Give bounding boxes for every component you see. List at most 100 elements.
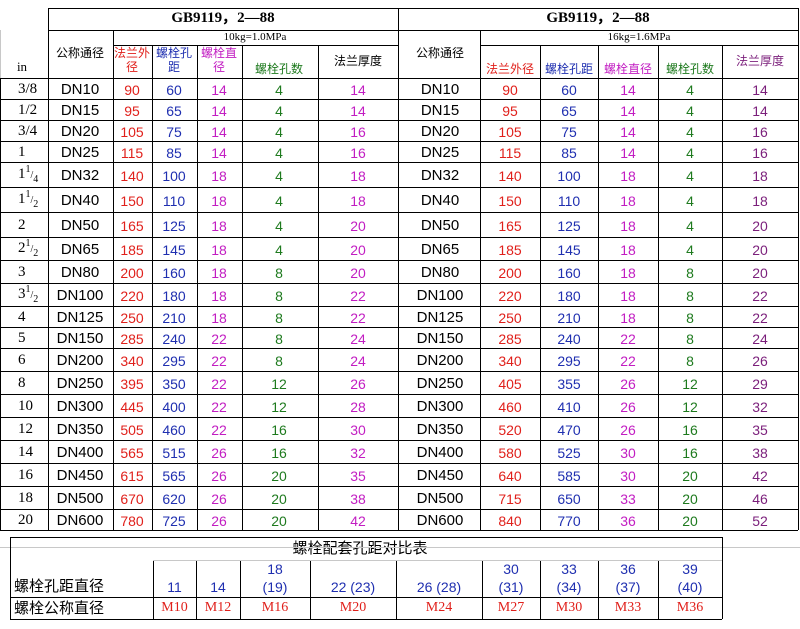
grid-line [48,8,49,530]
left-value-bolt-count: 4 [275,82,283,98]
left-value-thickness: 35 [350,468,366,484]
left-value-outer-dia: 395 [120,376,144,392]
nominal-dn-left: DN150 [56,330,104,347]
inch-size: 5 [18,330,26,346]
right-value-bolt-dia: 26 [620,376,636,392]
left-value-bolt-dia: 18 [211,242,227,258]
right-value-thickness: 29 [752,376,768,392]
right-value-outer-dia: 715 [498,491,522,507]
grid-line [10,537,11,619]
nominal-dn-right: DN25 [420,144,460,161]
left-value-thickness: 14 [350,103,366,119]
right-value-bolt-pcd: 60 [561,82,577,98]
inch-whole: 2 [18,240,26,256]
right-value-outer-dia: 840 [498,513,522,529]
left-value-bolt-pcd: 60 [166,82,182,98]
bolt-size: M20 [339,600,367,615]
inch-size: 1 [18,144,26,160]
left-value-bolt-dia: 18 [211,193,227,209]
right-value-bolt-count: 8 [686,353,694,369]
bolt-hole-dia: 14 [210,579,226,595]
left-value-thickness: 24 [350,353,366,369]
inch-size: 20 [18,512,33,528]
left-value-outer-dia: 150 [120,193,144,209]
nominal-dn-right: DN15 [420,102,460,119]
left-value-bolt-pcd: 110 [162,193,186,209]
grid-line [396,560,397,619]
grid-line [0,78,798,79]
inch-size: 10 [18,398,33,414]
grid-line [318,45,319,530]
header-inch: in [16,59,28,74]
nominal-dn-left: DN65 [60,241,100,258]
right-value-outer-dia: 150 [498,193,522,209]
grid-line [240,560,241,619]
nominal-dn-left: DN125 [56,309,104,326]
nominal-dn-right: DN20 [420,123,460,140]
right-value-bolt-pcd: 295 [557,353,581,369]
right-value-bolt-pcd: 470 [557,422,581,438]
grid-line [310,560,311,619]
right-value-bolt-count: 4 [686,168,694,184]
grid-line [0,509,798,510]
nominal-dn-right: DN300 [416,398,464,415]
left-value-bolt-count: 12 [271,399,287,415]
nominal-dn-left: DN15 [60,102,100,119]
bolt-hole-top: 30 [503,561,519,577]
grid-line [482,560,483,619]
left-value-outer-dia: 505 [120,422,144,438]
nominal-dn-right: DN600 [416,512,464,529]
nominal-dn-right: DN100 [416,287,464,304]
header-outer-dia-left: 法兰外径 [113,46,151,74]
right-value-bolt-count: 16 [682,422,698,438]
left-value-bolt-count: 20 [271,513,287,529]
left-value-bolt-pcd: 350 [162,376,186,392]
header-thickness-left: 法兰厚度 [333,54,382,68]
right-value-bolt-pcd: 525 [557,445,581,461]
grid-line [598,45,599,530]
inch-size: 3 [18,264,26,280]
nominal-dn-right: DN40 [420,192,460,209]
grid-line [0,394,798,395]
nominal-dn-left: DN450 [56,467,104,484]
left-value-thickness: 24 [350,331,366,347]
left-value-outer-dia: 250 [120,310,144,326]
grid-line [153,560,722,561]
grid-line [197,45,198,530]
header-bolt-pcd-text: 螺栓孔距 [155,46,192,74]
right-value-bolt-count: 20 [682,468,698,484]
nominal-dn-left: DN50 [60,217,100,234]
right-value-bolt-count: 8 [686,288,694,304]
grid-line [0,162,798,163]
grid-line [113,45,398,46]
right-value-outer-dia: 165 [498,218,522,234]
inch-size: 14 [18,444,33,460]
right-value-bolt-pcd: 160 [557,265,581,281]
nominal-dn-right: DN80 [420,264,460,281]
left-value-bolt-count: 12 [271,376,287,392]
grid-line [152,45,153,530]
bolt-size: M30 [555,600,583,615]
inch-numerator: 1 [25,164,31,175]
nominal-dn-left: DN25 [60,144,100,161]
left-value-thickness: 42 [350,513,366,529]
grid-line [480,45,798,46]
left-value-bolt-count: 8 [275,353,283,369]
right-value-bolt-dia: 22 [620,353,636,369]
left-value-outer-dia: 445 [120,399,144,415]
right-value-bolt-dia: 18 [620,168,636,184]
right-value-outer-dia: 460 [498,399,522,415]
right-value-outer-dia: 200 [498,265,522,281]
inch-size: 3/8 [18,81,38,97]
right-value-bolt-dia: 14 [620,145,636,161]
nominal-dn-left: DN200 [56,352,104,369]
left-standard-title: GB9119，2—88 [171,10,275,26]
nominal-dn-left: DN10 [60,81,100,98]
left-value-bolt-dia: 18 [211,288,227,304]
right-standard-title: GB9119，2—88 [546,10,650,26]
right-value-outer-dia: 340 [498,353,522,369]
right-value-bolt-pcd: 210 [557,310,581,326]
left-value-thickness: 28 [350,399,366,415]
left-value-thickness: 20 [350,242,366,258]
left-value-bolt-pcd: 125 [162,218,186,234]
